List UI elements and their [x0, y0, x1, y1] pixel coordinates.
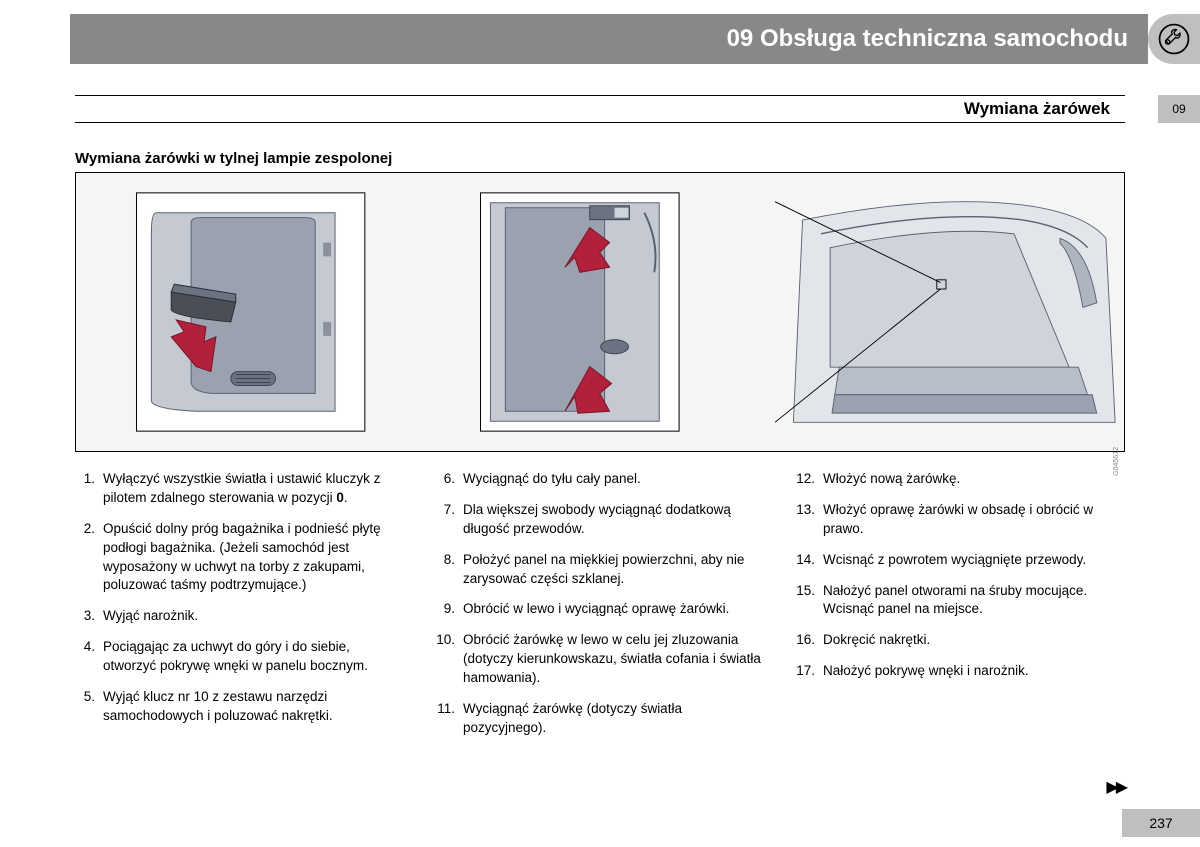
column-2: 6.Wyciągnąć do tyłu cały panel.7.Dla wię…: [435, 470, 765, 750]
instruction-step: 17.Nałożyć pokrywę wnęki i narożnik.: [795, 662, 1125, 681]
step-number: 6.: [435, 470, 463, 489]
instruction-step: 8.Położyć panel na miękkiej powierzchni,…: [435, 551, 765, 589]
instruction-step: 11.Wyciągnąć żarówkę (dotyczy światła po…: [435, 700, 765, 738]
side-tab: 09: [1158, 95, 1200, 123]
step-number: 13.: [795, 501, 823, 539]
step-text: Dla większej swobody wyciągnąć dodatkową…: [463, 501, 765, 539]
step-text: Wyłączyć wszystkie światła i ustawić klu…: [103, 470, 405, 508]
section-header: Wymiana żarówek: [75, 95, 1125, 123]
chapter-header: 09 Obsługa techniczna samochodu: [70, 14, 1148, 64]
step-number: 5.: [75, 688, 103, 726]
step-text: Włożyć nową żarówkę.: [823, 470, 1125, 489]
illustration-panel-1: [76, 173, 425, 451]
step-text: Wyciągnąć żarówkę (dotyczy światła pozyc…: [463, 700, 765, 738]
continue-marker: ▶▶: [1106, 777, 1125, 797]
instruction-step: 14.Wcisnąć z powrotem wyciągnięte przewo…: [795, 551, 1125, 570]
page-number-box: 237: [1122, 809, 1200, 837]
instruction-step: 2.Opuścić dolny próg bagażnika i podnieś…: [75, 520, 405, 596]
step-text: Wyjąć narożnik.: [103, 607, 405, 626]
instruction-step: 12.Włożyć nową żarówkę.: [795, 470, 1125, 489]
step-number: 8.: [435, 551, 463, 589]
step-number: 11.: [435, 700, 463, 738]
column-3: 12.Włożyć nową żarówkę.13.Włożyć oprawę …: [795, 470, 1125, 750]
step-text: Opuścić dolny próg bagażnika i podnieść …: [103, 520, 405, 596]
step-number: 7.: [435, 501, 463, 539]
step-text: Położyć panel na miękkiej powierzchni, a…: [463, 551, 765, 589]
step-text: Nałożyć panel otworami na śruby mocujące…: [823, 582, 1125, 620]
step-number: 4.: [75, 638, 103, 676]
chapter-number: 09: [727, 25, 754, 52]
step-text: Nałożyć pokrywę wnęki i narożnik.: [823, 662, 1125, 681]
subsection-title: Wymiana żarówki w tylnej lampie zespolon…: [75, 150, 392, 167]
step-text: Dokręcić nakrętki.: [823, 631, 1125, 650]
wrench-icon-badge: [1148, 14, 1200, 64]
column-1: 1.Wyłączyć wszystkie światła i ustawić k…: [75, 470, 405, 750]
side-tab-number: 09: [1172, 102, 1185, 116]
step-text: Obrócić żarówkę w lewo w celu jej zluzow…: [463, 631, 765, 688]
step-number: 1.: [75, 470, 103, 508]
illustration-box: G045612: [75, 172, 1125, 452]
step-number: 9.: [435, 600, 463, 619]
instruction-step: 9.Obrócić w lewo i wyciągnąć oprawę żaró…: [435, 600, 765, 619]
step-number: 10.: [435, 631, 463, 688]
page-number: 237: [1149, 815, 1172, 831]
illustration-panel-2: [425, 173, 774, 451]
step-number: 16.: [795, 631, 823, 650]
instruction-columns: 1.Wyłączyć wszystkie światła i ustawić k…: [75, 470, 1125, 750]
step-number: 2.: [75, 520, 103, 596]
instruction-step: 6.Wyciągnąć do tyłu cały panel.: [435, 470, 765, 489]
step-text: Pociągając za uchwyt do góry i do siebie…: [103, 638, 405, 676]
instruction-step: 16.Dokręcić nakrętki.: [795, 631, 1125, 650]
step-text: Wyjąć klucz nr 10 z zestawu narzędzi sam…: [103, 688, 405, 726]
chapter-name: Obsługa techniczna samochodu: [760, 25, 1128, 52]
step-number: 12.: [795, 470, 823, 489]
step-text: Obrócić w lewo i wyciągnąć oprawę żarówk…: [463, 600, 765, 619]
chapter-title: 09 Obsługa techniczna samochodu: [727, 25, 1128, 53]
instruction-step: 15.Nałożyć panel otworami na śruby mocuj…: [795, 582, 1125, 620]
instruction-step: 4.Pociągając za uchwyt do góry i do sieb…: [75, 638, 405, 676]
step-text: Włożyć oprawę żarówki w obsadę i obrócić…: [823, 501, 1125, 539]
step-text: Wyciągnąć do tyłu cały panel.: [463, 470, 765, 489]
instruction-step: 3.Wyjąć narożnik.: [75, 607, 405, 626]
wrench-icon: [1157, 22, 1191, 56]
step-number: 14.: [795, 551, 823, 570]
step-number: 3.: [75, 607, 103, 626]
instruction-step: 7.Dla większej swobody wyciągnąć dodatko…: [435, 501, 765, 539]
step-text: Wcisnąć z powrotem wyciągnięte przewody.: [823, 551, 1125, 570]
instruction-step: 13.Włożyć oprawę żarówki w obsadę i obró…: [795, 501, 1125, 539]
instruction-step: 5.Wyjąć klucz nr 10 z zestawu narzędzi s…: [75, 688, 405, 726]
instruction-step: 1.Wyłączyć wszystkie światła i ustawić k…: [75, 470, 405, 508]
illustration-panel-3: G045612: [775, 173, 1124, 451]
step-number: 17.: [795, 662, 823, 681]
instruction-step: 10.Obrócić żarówkę w lewo w celu jej zlu…: [435, 631, 765, 688]
section-title: Wymiana żarówek: [964, 99, 1110, 119]
step-number: 15.: [795, 582, 823, 620]
